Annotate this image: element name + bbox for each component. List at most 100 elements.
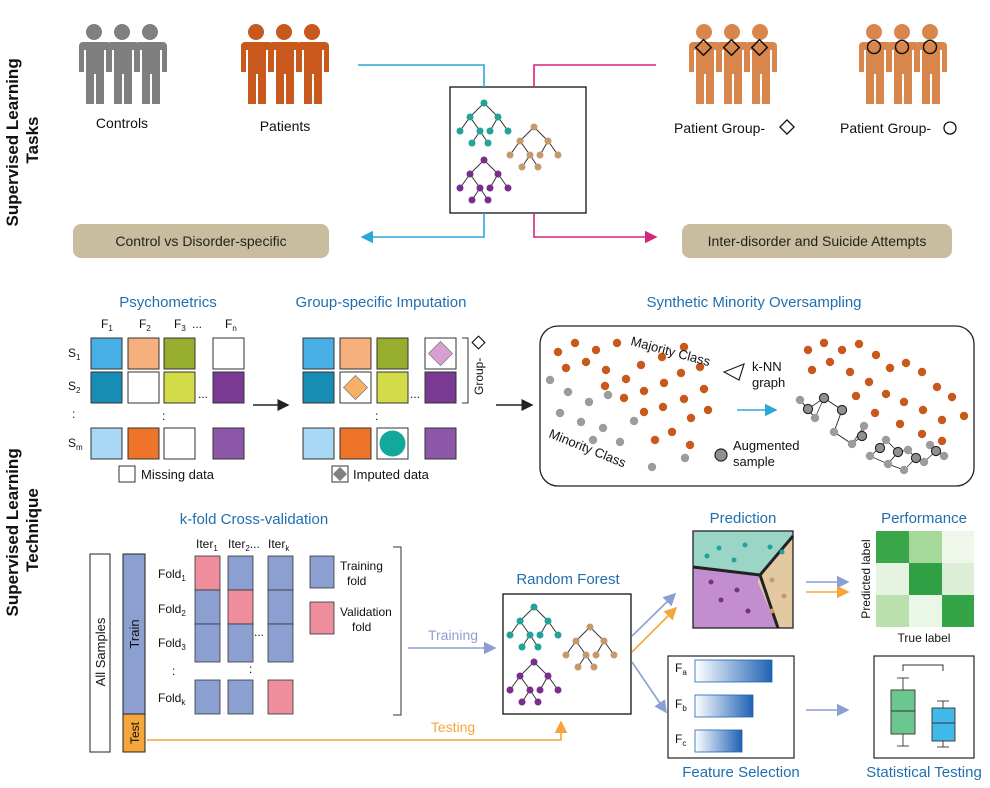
- minority-point: [555, 408, 565, 418]
- iter-2: Iter2...: [228, 537, 260, 553]
- feature-selection-title: Feature Selection: [682, 764, 800, 781]
- majority-point: [699, 384, 709, 394]
- subject-s1: S1: [68, 346, 81, 362]
- minority-point: [576, 417, 586, 427]
- augmented-minority-point: [919, 457, 929, 467]
- minority-point: [680, 453, 690, 463]
- all-samples-label: All Samples: [93, 617, 108, 686]
- cvd-arrow: [360, 213, 485, 244]
- cv-bracket: [393, 546, 402, 716]
- smote-title: Synthetic Minority Oversampling: [646, 294, 861, 311]
- augmented-majority-point: [937, 415, 947, 425]
- majority-point: [667, 427, 677, 437]
- augmented-majority-point: [845, 367, 855, 377]
- boxplot-blue: [931, 700, 956, 748]
- svg-text:Patient Group-: Patient Group-: [840, 120, 931, 136]
- imputed-diamond-orange: [343, 375, 368, 400]
- fold-grid: [194, 555, 294, 715]
- majority-class-points: [553, 338, 713, 450]
- minority-class-points: [545, 375, 690, 472]
- augmented-majority-point: [851, 391, 861, 401]
- training-label: Training: [428, 627, 478, 643]
- statistical-testing-title: Statistical Testing: [866, 764, 982, 781]
- feature-headers: F1 F2 F3 ... Fn: [101, 317, 237, 333]
- augmented-sample-icon: [714, 448, 728, 462]
- augmented-majority-point: [959, 411, 969, 421]
- subject-ellipsis: :: [72, 407, 75, 421]
- majority-point: [570, 338, 580, 348]
- circle-icon: [943, 121, 957, 135]
- validation-fold-swatch: [309, 601, 335, 635]
- performance-title: Performance: [881, 510, 967, 527]
- section-technique-line2: Technique: [23, 488, 42, 572]
- augmented-minority-point: [903, 445, 913, 455]
- imputation-row-dots: ...: [410, 387, 420, 401]
- minority-point: [603, 390, 613, 400]
- synthetic-sample-point: [818, 392, 830, 404]
- patients-people-icon: [241, 24, 329, 104]
- majority-point: [639, 407, 649, 417]
- minority-point: [598, 423, 608, 433]
- synthetic-sample-point: [836, 404, 848, 416]
- augmented-majority-point: [917, 367, 927, 377]
- imputed-data-label: Imputed data: [353, 467, 430, 482]
- training-fold-label: Training fold: [340, 559, 383, 588]
- majority-point: [561, 363, 571, 373]
- feature-f1: F1: [101, 317, 113, 333]
- synthetic-sample-point: [874, 442, 886, 454]
- confusion-matrix: [876, 531, 974, 627]
- iter-k: Iterk: [268, 537, 290, 553]
- augmented-majority-point: [917, 429, 927, 439]
- augmented-minority-point: [795, 395, 805, 405]
- majority-point: [679, 342, 689, 352]
- augmented-majority-point: [819, 338, 829, 348]
- feature-fc: Fc: [675, 732, 686, 748]
- imputed-circle-teal: [379, 430, 406, 457]
- decision-trees-box: [449, 86, 587, 214]
- majority-point: [695, 362, 705, 372]
- augmented-majority-point: [803, 345, 813, 355]
- augmented-majority-point: [932, 382, 942, 392]
- majority-point: [703, 405, 713, 415]
- augmented-majority-point: [881, 389, 891, 399]
- augmented-majority-point: [871, 350, 881, 360]
- majority-point: [621, 374, 631, 384]
- minority-point: [629, 416, 639, 426]
- augmented-majority-point: [807, 365, 817, 375]
- missing-data-swatch: [118, 465, 136, 483]
- minority-point: [545, 375, 555, 385]
- rf-tree-brown: [562, 623, 618, 671]
- psychometrics-matrix: [90, 337, 245, 460]
- imputed-diamond-violet: [428, 341, 453, 366]
- prediction-title: Prediction: [710, 510, 777, 527]
- augmented-minority-point: [859, 421, 869, 431]
- tree-icon-brown: [506, 123, 562, 171]
- diamond-icon: [779, 119, 795, 135]
- majority-point: [658, 402, 668, 412]
- smote-panel: [539, 325, 975, 487]
- patients-label: Patients: [260, 118, 311, 134]
- imputation-title: Group-specific Imputation: [296, 294, 467, 311]
- majority-point: [639, 386, 649, 396]
- cv-title: k-fold Cross-validation: [180, 511, 328, 528]
- knn-graph-icon: [722, 362, 745, 381]
- synthetic-sample-point: [856, 430, 868, 442]
- augmented-majority-point: [937, 436, 947, 446]
- validation-fold-label: Validation fold: [340, 605, 392, 634]
- majority-point: [619, 393, 629, 403]
- synthetic-sample-point: [802, 403, 814, 415]
- imputed-data-diamond-icon: [332, 466, 348, 482]
- augmented-minority-point: [829, 427, 839, 437]
- inter-disorder-box: [682, 224, 952, 258]
- group-connector: [533, 64, 656, 87]
- augmented-majority-point: [899, 397, 909, 407]
- majority-point: [581, 357, 591, 367]
- rf-tree-teal: [506, 603, 562, 651]
- patient-group-diamond-people-icon: [689, 24, 777, 104]
- majority-point: [591, 345, 601, 355]
- section-tasks-line2: Tasks: [23, 117, 42, 164]
- feature-ellipsis: ...: [192, 317, 202, 331]
- imputation-col-dots: :: [375, 409, 378, 423]
- augmented-majority-point: [901, 358, 911, 368]
- majority-point: [657, 352, 667, 362]
